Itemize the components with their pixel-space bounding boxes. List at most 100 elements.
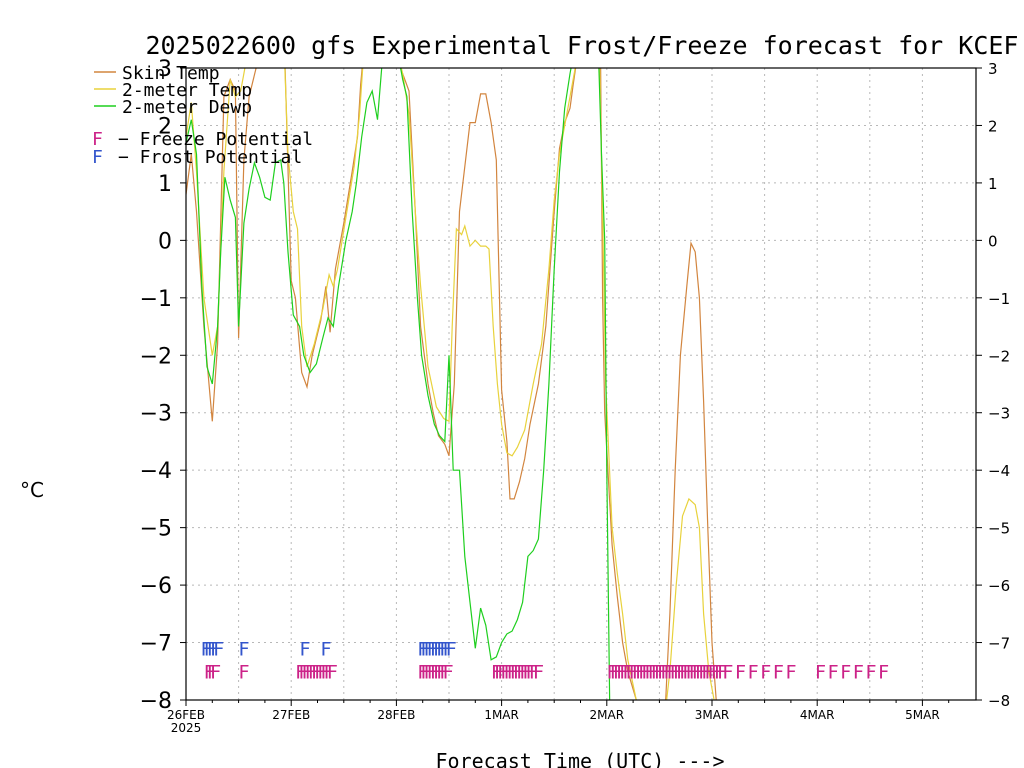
freeze-marker: F [623,661,634,683]
grid [186,68,976,700]
freeze-marker: F [815,661,826,683]
freeze-marker: F [311,661,322,683]
x-tick-label: 5MAR [905,708,940,722]
y-tick-label-right: −4 [988,462,1010,480]
y-tick-label-right: 0 [988,232,998,250]
freeze-marker: F [443,661,454,683]
freeze-marker: F [648,661,659,683]
freeze-marker: F [299,661,310,683]
freeze-marker: F [436,661,447,683]
freeze-marker: F [840,661,851,683]
freeze-marker: F [723,661,734,683]
frost-marker: F [239,638,250,660]
freeze-marker: F [629,661,640,683]
freeze-marker: F [491,661,502,683]
freeze-marker: F [717,661,728,683]
freeze-marker: F [673,661,684,683]
freeze-marker: F [314,661,325,683]
frost-marker: F [440,638,451,660]
freeze-marker: F [610,661,621,683]
freeze-marker: F [692,661,703,683]
freeze-marker: F [510,661,521,683]
freeze-marker: F [642,661,653,683]
legend-label-skin-temp: Skin Temp [122,63,220,84]
x-axis: 26FEB 27FEB 28FEB 1MAR 2MAR 3MAR 4MAR 5MAR [167,700,950,722]
plot-frame [185,67,977,701]
freeze-marker: F [664,661,675,683]
freeze-marker: F [711,661,722,683]
freeze-marker: F [786,661,797,683]
frost-marker: F [430,638,441,660]
y-tick-label: 1 [158,172,172,197]
freeze-marker: F [613,661,624,683]
freeze-marker: F [828,661,839,683]
freeze-marker: F [853,661,864,683]
freeze-marker: F [421,661,432,683]
year-label: 2025 [171,721,202,735]
y-tick-label-right: 3 [988,60,998,78]
freeze-marker: F [660,661,671,683]
y-tick-label-right: −8 [988,692,1010,710]
x-tick-label: 27FEB [272,708,310,722]
skin-temp-line [186,68,717,700]
frost-marker: F [424,638,435,660]
legend-glyph-freeze: F [92,129,103,150]
freeze-marker: F [626,661,637,683]
x-tick-label: 1MAR [484,708,519,722]
y-axis: −8 −8 −7 −7 −6 −6 −5 −5 −4 −4 −3 −3 −2 −2 −1 −1 0 0 1 1 2 2 3 3 [140,57,1011,714]
freeze-marker: F [324,661,335,683]
y-tick-label: −8 [140,689,172,714]
y-tick-label: −2 [140,344,172,369]
y-tick-label-right: −2 [988,347,1010,365]
freeze-marker: F [516,661,527,683]
frost-marker: F [201,638,212,660]
freeze-marker: F [735,661,746,683]
freeze-marker: F [607,661,618,683]
freeze-marker: F [507,661,518,683]
x-tick-label: 4MAR [800,708,835,722]
frost-marker: F [427,638,438,660]
freeze-marker: F [705,661,716,683]
frost-marker: F [204,638,215,660]
freeze-marker: F [638,661,649,683]
frost-marker: F [213,638,224,660]
freeze-marker: F [321,661,332,683]
freeze-marker: F [523,661,534,683]
freeze-marker: F [748,661,759,683]
series-layer [186,68,717,700]
freeze-marker: F [513,661,524,683]
y-tick-label-right: −3 [988,405,1010,423]
2-meter-temp-line [186,68,715,700]
y-tick-label: 0 [158,229,172,254]
freeze-marker: F [440,661,451,683]
y-axis-label: °C [20,478,44,502]
frost-marker: F [433,638,444,660]
freeze-marker: F [533,661,544,683]
freeze-marker: F [427,661,438,683]
freeze-marker: F [494,661,505,683]
freeze-marker: F [667,661,678,683]
y-tick-label: 2 [158,114,172,139]
2-meter-dewp-line [186,68,611,700]
frost-marker: F [446,638,457,660]
freeze-marker: F [714,661,725,683]
freeze-marker: F [302,661,313,683]
freeze-marker: F [519,661,530,683]
freeze-marker: F [424,661,435,683]
freeze-marker: F [632,661,643,683]
freeze-marker: F [417,661,428,683]
freeze-marker: F [698,661,709,683]
freeze-marker: F [866,661,877,683]
freeze-marker: F [676,661,687,683]
legend-glyph-frost: F [92,147,103,168]
x-axis-label: Forecast Time (UTC) ---> [436,749,725,768]
freeze-marker: F [654,661,665,683]
freeze-marker: F [318,661,329,683]
freeze-marker: F [619,661,630,683]
freeze-marker: F [708,661,719,683]
freeze-marker: F [689,661,700,683]
freeze-marker: F [679,661,690,683]
